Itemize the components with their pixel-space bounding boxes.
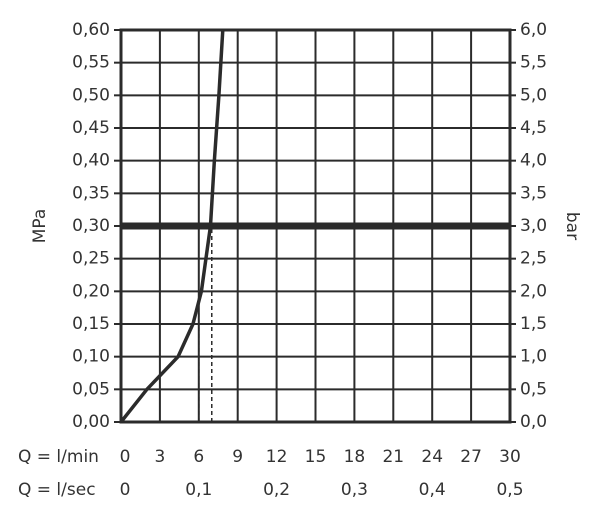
x-tick-label: 0 <box>120 447 131 467</box>
x2-tick-label: 0,4 <box>419 480 446 500</box>
x-tick-label: 3 <box>154 447 165 467</box>
y2-tick-label: 4,5 <box>520 118 547 138</box>
y-tick-label: 0,55 <box>72 53 110 73</box>
y-tick-label: 0,50 <box>72 85 110 105</box>
y2-tick-label: 0,0 <box>520 412 547 432</box>
y-tick-label: 0,20 <box>72 281 110 301</box>
x-tick-label: 27 <box>460 447 482 467</box>
x2-tick-label: 0,3 <box>341 480 368 500</box>
x2-tick-label: 0 <box>120 480 131 500</box>
y2-tick-label: 1,5 <box>520 314 547 334</box>
x-axis-label: Q = l/min <box>18 447 99 467</box>
y-tick-label: 0,25 <box>72 249 110 269</box>
y-tick-label: 0,05 <box>72 379 110 399</box>
y-tick-label: 0,60 <box>72 20 110 40</box>
y2-tick-label: 5,0 <box>520 85 547 105</box>
y-tick-label: 0,35 <box>72 183 110 203</box>
y2-tick-label: 6,0 <box>520 20 547 40</box>
y2-tick-label: 5,5 <box>520 53 547 73</box>
x2-tick-label: 0,5 <box>496 480 523 500</box>
curve <box>119 29 225 424</box>
y-tick-label: 0,00 <box>72 412 110 432</box>
y-axis-label: MPa <box>30 209 50 244</box>
x-tick-label: 12 <box>266 447 288 467</box>
x-tick-label: 21 <box>382 447 404 467</box>
x2-axis-label: Q = l/sec <box>18 480 96 500</box>
x-tick-label: 6 <box>193 447 204 467</box>
y2-tick-label: 2,0 <box>520 281 547 301</box>
y-tick-label: 0,15 <box>72 314 110 334</box>
y2-tick-label: 2,5 <box>520 249 547 269</box>
y-tick-label: 0,30 <box>72 216 110 236</box>
y2-tick-label: 3,0 <box>520 216 547 236</box>
y-tick-label: 0,40 <box>72 151 110 171</box>
y2-tick-label: 4,0 <box>520 151 547 171</box>
x-tick-label: 30 <box>499 447 521 467</box>
y2-axis-label: bar <box>562 212 582 240</box>
y2-tick-label: 0,5 <box>520 379 547 399</box>
x-tick-label: 9 <box>232 447 243 467</box>
y-tick-label: 0,10 <box>72 347 110 367</box>
y2-tick-label: 3,5 <box>520 183 547 203</box>
x-tick-label: 15 <box>305 447 327 467</box>
y2-tick-label: 1,0 <box>520 347 547 367</box>
x2-tick-label: 0,2 <box>263 480 290 500</box>
y-tick-label: 0,45 <box>72 118 110 138</box>
x-tick-label: 24 <box>421 447 443 467</box>
x2-tick-label: 0,1 <box>185 480 212 500</box>
x-tick-label: 18 <box>344 447 366 467</box>
